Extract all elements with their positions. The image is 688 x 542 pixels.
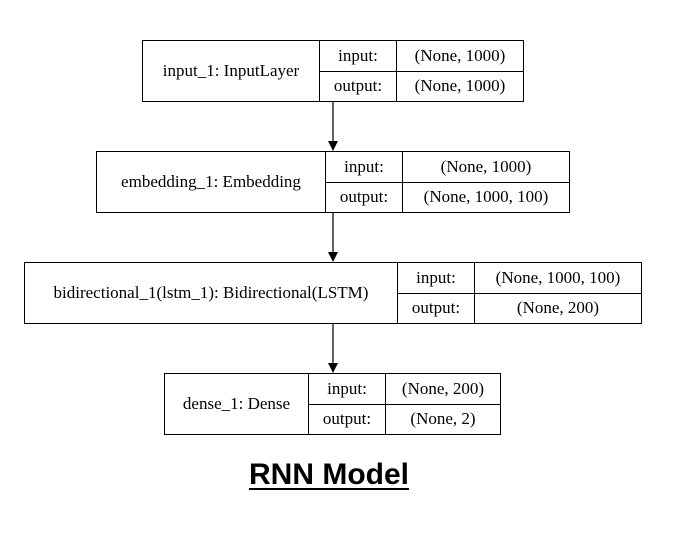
layer-name: dense_1: Dense xyxy=(165,374,309,434)
output-shape: (None, 1000) xyxy=(414,76,506,96)
input-shape: (None, 1000) xyxy=(397,41,523,72)
diagram-title: RNN Model xyxy=(249,458,409,491)
layer-node-bidirectional: bidirectional_1(lstm_1): Bidirectional(L… xyxy=(24,262,642,324)
output-shape: (None, 1000, 100) xyxy=(423,187,549,207)
layer-node-dense: dense_1: Dense input: (None, 200) output… xyxy=(164,373,501,435)
input-label: input: xyxy=(326,152,403,183)
layer-name: embedding_1: Embedding xyxy=(97,152,326,212)
layer-name: input_1: InputLayer xyxy=(143,41,320,101)
input-label: input: xyxy=(309,374,386,405)
input-shape: (None, 1000, 100) xyxy=(475,263,641,294)
output-label: output: xyxy=(320,71,397,101)
input-label: input: xyxy=(320,41,397,72)
output-shape: (None, 200) xyxy=(516,298,600,318)
input-shape: (None, 1000) xyxy=(403,152,569,183)
output-label: output: xyxy=(326,182,403,212)
output-label: output: xyxy=(309,404,386,434)
layer-node-embedding: embedding_1: Embedding input: (None, 100… xyxy=(96,151,570,213)
layer-name: bidirectional_1(lstm_1): Bidirectional(L… xyxy=(25,263,398,323)
output-label: output: xyxy=(398,293,475,323)
input-shape: (None, 200) xyxy=(386,374,500,405)
layer-node-input: input_1: InputLayer input: (None, 1000) … xyxy=(142,40,524,102)
output-shape: (None, 2) xyxy=(410,409,476,429)
input-label: input: xyxy=(398,263,475,294)
